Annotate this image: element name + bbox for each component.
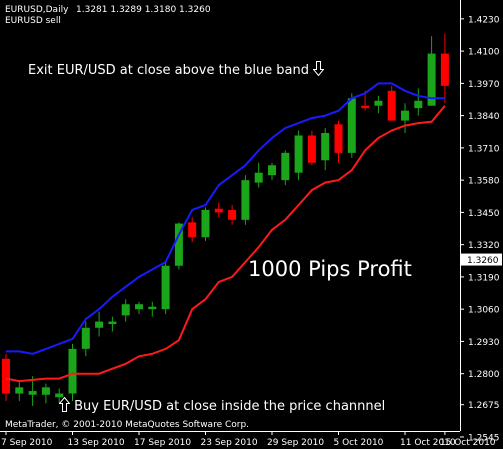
bull-candle-body (15, 387, 24, 394)
bull-candle-body (95, 321, 104, 328)
price-tick-label: 1.2545 (468, 433, 500, 443)
profit-annotation: 1000 Pips Profit (248, 257, 412, 281)
bull-candle-body (281, 152, 290, 181)
bear-candle-body (361, 105, 370, 109)
down-arrow-icon (312, 61, 325, 78)
bear-candle-body (440, 53, 449, 86)
price-tick-label: 1.3970 (468, 80, 500, 90)
exit-annotation-text: Exit EUR/USD at close above the blue ban… (28, 63, 310, 78)
bear-candle-body (188, 222, 197, 238)
bull-candle-body (55, 393, 64, 398)
lower-band-line (5, 105, 446, 383)
bull-candle-body (108, 321, 117, 325)
bear-candle-body (334, 124, 343, 153)
current-price-label: 1.3260 (467, 256, 499, 266)
bull-candle-body (68, 348, 77, 394)
bull-candle-body (121, 304, 130, 316)
upper-band-line (6, 82, 445, 355)
bull-candle-body (294, 135, 303, 173)
buy-annotation-text: Buy EUR/USD at close inside the price ch… (74, 399, 386, 414)
bull-candle-body (148, 306, 157, 310)
buy-annotation: Buy EUR/USD at close inside the price ch… (58, 396, 386, 414)
price-tick-label: 1.2800 (468, 370, 500, 380)
bull-candle-body (135, 304, 143, 310)
date-tick-label: 23 Sep 2010 (201, 438, 258, 448)
price-tick-label: 1.4100 (468, 48, 500, 58)
bear-candle-body (387, 90, 396, 121)
bear-candle-body (307, 135, 316, 163)
bull-candle-body (201, 209, 210, 238)
candles-layer (2, 33, 449, 406)
date-tick-label: 17 Sep 2010 (134, 438, 191, 448)
date-tick-label: 11 Oct 2010 (400, 438, 456, 448)
bull-candle-body (374, 100, 383, 106)
bull-candle-body (161, 265, 170, 310)
bull-candle-body (174, 223, 183, 266)
bull-candle-body (268, 165, 276, 176)
date-tick-label: 29 Sep 2010 (267, 438, 324, 448)
bear-candle-body (2, 358, 10, 394)
price-tick-label: 1.3190 (468, 273, 500, 283)
price-tick-label: 1.4230 (468, 15, 500, 25)
date-tick-label: 5 Oct 2010 (334, 438, 384, 448)
bull-candle-body (28, 391, 37, 395)
price-tick-label: 1.3840 (468, 112, 500, 122)
price-tick-label: 1.2930 (468, 338, 500, 348)
ohlc-readout: 1.3281 1.3289 1.3180 1.3260 (76, 5, 211, 15)
bull-candle-body (41, 387, 50, 395)
bull-candle-body (321, 132, 330, 161)
price-tick-label: 1.3060 (468, 306, 500, 316)
symbol-timeframe-label: EURUSD,Daily (5, 5, 69, 15)
date-tick-label: 7 Sep 2010 (1, 438, 53, 448)
indicator-label: EURUSD sell (5, 16, 61, 26)
date-tick-label: 15 Oct 2010 (440, 438, 496, 448)
bull-candle-body (241, 180, 250, 220)
bands-layer (5, 82, 446, 383)
bull-candle-body (81, 327, 90, 349)
bull-candle-body (401, 110, 409, 121)
bull-candle-body (347, 98, 356, 153)
price-tick-label: 1.2675 (468, 401, 500, 411)
price-tick-label: 1.3580 (468, 177, 500, 187)
price-tick-label: 1.3710 (468, 144, 500, 154)
bear-candle-body (228, 209, 237, 220)
bull-candle-body (427, 53, 436, 106)
exit-annotation: Exit EUR/USD at close above the blue ban… (28, 61, 325, 78)
bull-candle-body (414, 100, 423, 109)
date-tick-label: 13 Sep 2010 (68, 438, 125, 448)
price-tick-label: 1.3320 (468, 241, 500, 251)
copyright-label: MetaTrader, © 2001-2010 MetaQuotes Softw… (5, 420, 250, 430)
price-tick-label: 1.3450 (468, 209, 500, 219)
current-price-box (461, 253, 502, 266)
bull-candle-body (254, 172, 263, 183)
up-arrow-icon (58, 396, 71, 414)
bear-candle-body (214, 208, 223, 213)
